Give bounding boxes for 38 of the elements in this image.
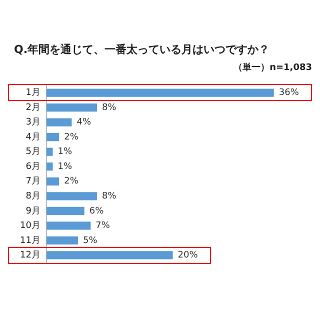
y-tick-label: 9月 xyxy=(26,206,40,216)
y-tick-label: 12月 xyxy=(20,250,40,261)
y-tick-label: 8月 xyxy=(26,191,40,202)
bar xyxy=(46,118,72,126)
bar xyxy=(46,236,78,245)
data-label: 5% xyxy=(83,236,98,246)
data-label: 2% xyxy=(64,176,79,187)
bar xyxy=(46,192,97,200)
data-label: 4% xyxy=(76,118,92,128)
data-label: 8% xyxy=(102,191,117,202)
bar xyxy=(46,177,60,186)
chart-title: Q.年間を通じて、一番太っている月はいつですか？ xyxy=(13,42,271,57)
y-tick-label: 1月 xyxy=(26,88,40,98)
bar xyxy=(46,162,53,171)
bar xyxy=(46,222,91,230)
bar xyxy=(46,88,274,97)
bar xyxy=(46,148,53,156)
chart-subtitle: （単一）n=1,083 xyxy=(232,62,312,74)
y-tick-label: 11月 xyxy=(20,236,40,246)
data-label: 6% xyxy=(89,206,104,216)
y-tick-label: 7月 xyxy=(26,176,40,187)
data-label: 20% xyxy=(178,250,198,261)
data-label: 2% xyxy=(64,132,79,142)
y-tick-label: 2月 xyxy=(26,102,40,113)
y-tick-label: 4月 xyxy=(26,132,40,142)
bar xyxy=(46,133,60,142)
data-label: 1% xyxy=(58,162,72,172)
y-tick-label: 6月 xyxy=(26,162,40,172)
y-tick-label: 10月 xyxy=(20,221,40,232)
bar xyxy=(46,206,84,215)
bar xyxy=(46,251,173,260)
y-tick-label: 5月 xyxy=(26,147,40,158)
data-label: 1% xyxy=(58,147,72,158)
data-label: 7% xyxy=(96,221,110,232)
data-label: 8% xyxy=(102,102,117,113)
bar xyxy=(46,103,97,112)
data-label: 36% xyxy=(278,88,300,98)
y-tick-label: 3月 xyxy=(26,118,40,128)
